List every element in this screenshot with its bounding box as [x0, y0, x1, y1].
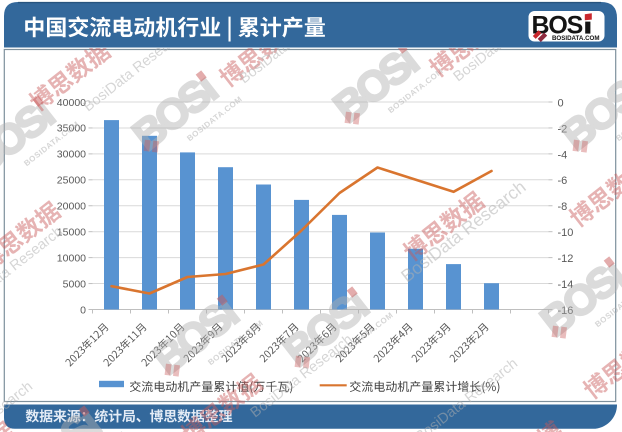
svg-text:BOS: BOS: [532, 12, 583, 40]
svg-text:40000: 40000: [57, 97, 86, 109]
svg-text:25000: 25000: [57, 175, 86, 187]
svg-text:BOSIDATA.COM: BOSIDATA.COM: [552, 35, 600, 42]
svg-text:0: 0: [80, 304, 86, 316]
svg-text:10000: 10000: [57, 252, 86, 264]
svg-text:0: 0: [558, 97, 564, 109]
svg-text:-6: -6: [558, 175, 568, 187]
svg-text:-10: -10: [558, 227, 574, 239]
svg-text:5000: 5000: [63, 278, 87, 290]
svg-text:-12: -12: [558, 253, 574, 265]
svg-text:-4: -4: [558, 149, 568, 161]
svg-text:-8: -8: [558, 201, 568, 213]
svg-text:30000: 30000: [57, 149, 86, 161]
svg-text:20000: 20000: [57, 201, 86, 213]
